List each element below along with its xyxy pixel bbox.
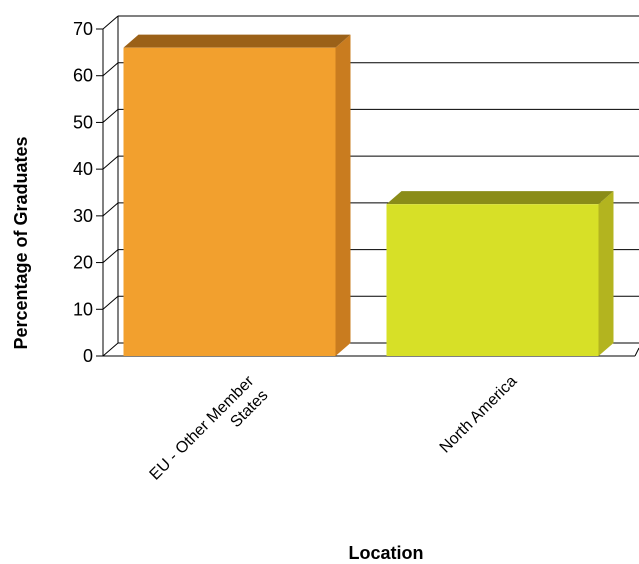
gridline-join (102, 295, 119, 310)
bar-side (598, 191, 614, 356)
x-category-labels: EU - Other MemberStates North America (147, 372, 521, 497)
x-category-label: EU - Other MemberStates (147, 372, 272, 497)
y-tick-label: 0 (83, 346, 93, 366)
x-category-label: North America (437, 373, 521, 457)
gridline-join (102, 109, 119, 123)
y-tick-label: 60 (73, 66, 93, 86)
bars (123, 34, 614, 356)
bar-top (386, 191, 614, 205)
y-tick-label: 40 (73, 159, 93, 179)
x-category-label-line: North America (437, 373, 521, 457)
y-axis-title: Percentage of Graduates (11, 136, 31, 349)
gridline-join (102, 62, 119, 77)
y-tick-label: 30 (73, 206, 93, 226)
gridline-join (102, 155, 119, 170)
gridline-join (102, 249, 119, 263)
bar (123, 34, 351, 356)
y-tick-label: 10 (73, 299, 93, 319)
y-tick-label: 50 (73, 112, 93, 132)
gridline-join (102, 342, 119, 357)
x-axis-end (634, 347, 639, 357)
y-tick-labels: 0 10 20 30 40 50 60 70 (73, 19, 93, 366)
y-tick-label: 70 (73, 19, 93, 39)
y-tick-label: 20 (73, 253, 93, 273)
gridline-join (102, 202, 119, 217)
bar-front (123, 47, 336, 356)
x-axis-title: Location (349, 543, 424, 563)
bar-top (123, 34, 351, 48)
bar-front (386, 204, 599, 356)
bar (386, 191, 614, 356)
bar-side (335, 34, 351, 356)
gridline-join (102, 15, 119, 30)
